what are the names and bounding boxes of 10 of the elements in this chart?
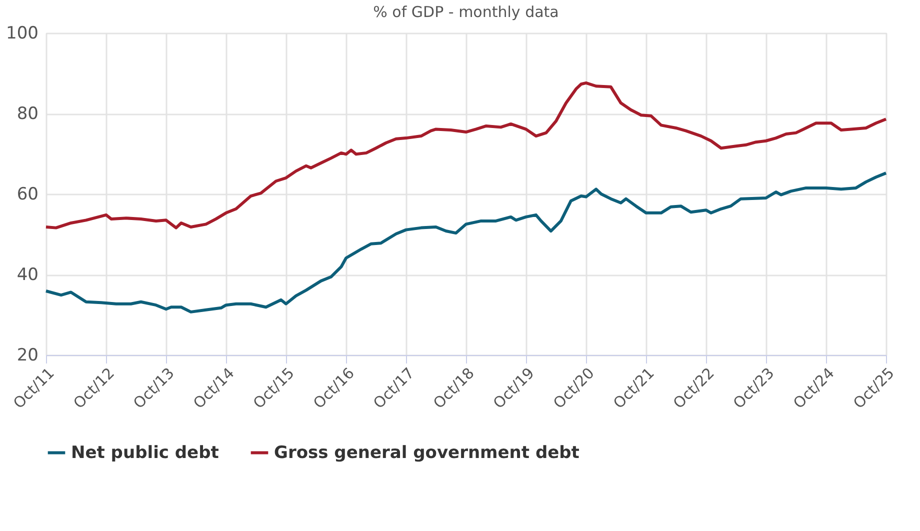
y-tick-label: 100: [6, 24, 38, 44]
legend-label: Net public debt: [71, 442, 219, 463]
y-tick-label: 40: [16, 265, 38, 285]
legend-label: Gross general government debt: [274, 442, 580, 463]
line-series: [44, 172, 888, 314]
y-tick-label: 20: [16, 346, 38, 366]
line-series: [44, 81, 888, 230]
y-tick-label: 80: [16, 104, 38, 124]
chart-title: % of GDP - monthly data: [373, 3, 559, 21]
y-tick-label: 60: [16, 184, 38, 204]
